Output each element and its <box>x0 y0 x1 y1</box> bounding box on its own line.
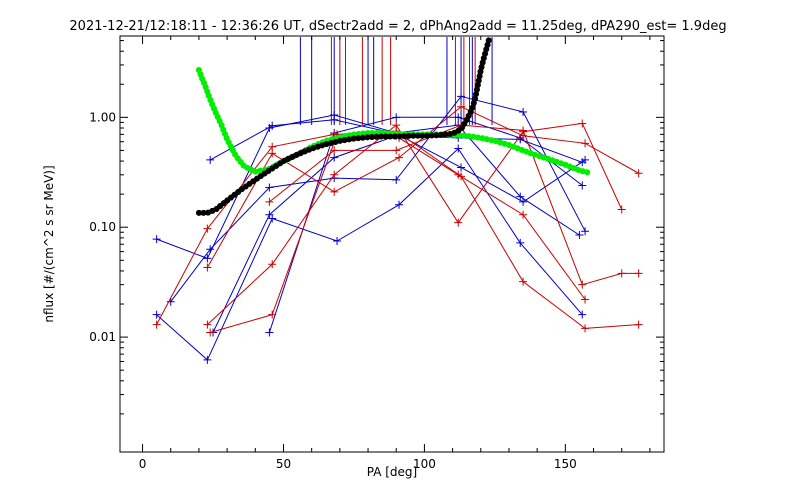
data-point-3-5 <box>519 197 528 206</box>
data-point-10-6 <box>617 269 626 278</box>
data-point-6-7 <box>581 295 590 304</box>
data-point-9-1 <box>268 310 277 319</box>
data-point-10-4 <box>519 126 528 135</box>
fit-curve-green <box>195 67 594 177</box>
series-line-8 <box>207 122 623 325</box>
data-point-5-3 <box>454 113 463 122</box>
fit-curve-black <box>195 35 493 216</box>
y-tick-label: 0.10 <box>89 220 116 234</box>
data-point-10-0 <box>265 197 274 206</box>
data-point-9-0 <box>206 328 215 337</box>
series-line-0 <box>156 114 580 260</box>
data-point-8-1 <box>268 260 277 269</box>
data-point-7-0 <box>203 263 212 272</box>
data-point-1-5 <box>454 144 463 153</box>
data-point-4-2 <box>330 153 339 162</box>
series-line-2 <box>170 95 586 303</box>
data-point-5-2 <box>392 113 401 122</box>
data-point-1-3 <box>333 236 342 245</box>
data-point-8-7 <box>617 205 626 214</box>
data-point-4-1 <box>265 210 274 219</box>
data-point-10-7 <box>634 269 643 278</box>
data-point-9-7 <box>634 320 643 329</box>
data-point-6-6 <box>519 210 528 219</box>
x-tick-label: 0 <box>139 457 147 471</box>
data-point-7-3 <box>395 153 404 162</box>
data-point-2-7 <box>581 227 590 236</box>
data-point-8-0 <box>203 320 212 329</box>
data-point-0-6 <box>516 192 525 201</box>
axes: 0 50 100 150 0.01 0.10 1.00 <box>89 36 664 471</box>
data-point-0-0 <box>152 235 161 244</box>
data-point-2-5 <box>457 92 466 101</box>
data-point-5-5 <box>578 181 587 190</box>
data-point-2-6 <box>519 107 528 116</box>
data-point-2-1 <box>206 245 215 254</box>
fit-curves <box>195 35 594 216</box>
data-point-9-5 <box>519 277 528 286</box>
data-point-6-0 <box>152 320 161 329</box>
x-tick-label: 50 <box>276 457 291 471</box>
data-series <box>152 92 643 364</box>
data-point-7-4 <box>457 102 466 111</box>
series-line-4 <box>212 135 583 333</box>
series-line-1 <box>156 147 583 361</box>
data-point-2-4 <box>392 175 401 184</box>
series-line-5 <box>268 116 583 333</box>
data-point-10-1 <box>330 146 339 155</box>
data-point-3-4 <box>457 163 466 172</box>
data-point-1-4 <box>395 200 404 209</box>
data-point-7-6 <box>581 139 590 148</box>
series-line-9 <box>210 130 639 333</box>
chart-title: 2021-12-21/12:18:11 - 12:36:26 UT, dSect… <box>69 19 726 34</box>
x-tick-label: 150 <box>554 457 577 471</box>
data-point-3-1 <box>268 121 277 130</box>
data-point-8-2 <box>330 170 339 179</box>
data-point-0-1 <box>203 254 212 263</box>
data-point-9-6 <box>581 324 590 333</box>
series-line-10 <box>269 124 639 286</box>
x-tick-label: 100 <box>413 457 436 471</box>
y-tick-label: 1.00 <box>89 110 116 124</box>
data-point-7-2 <box>330 187 339 196</box>
x-axis-label: PA [deg] <box>367 465 417 479</box>
data-point-7-7 <box>634 169 643 178</box>
data-point-10-5 <box>578 280 587 289</box>
data-point-1-7 <box>578 310 587 319</box>
data-point-1-1 <box>203 355 212 364</box>
y-axis-label: nflux [#/(cm^2 s sr MeV)] <box>42 165 56 322</box>
data-point-0-7 <box>575 230 584 239</box>
data-point-2-0 <box>166 297 175 306</box>
data-point-8-6 <box>578 119 587 128</box>
plot-frame <box>119 35 665 453</box>
y-tick-label: 0.01 <box>89 330 116 344</box>
data-point-1-0 <box>152 310 161 319</box>
data-point-4-6 <box>578 158 587 167</box>
data-point-10-2 <box>392 146 401 155</box>
data-point-2-2 <box>265 183 274 192</box>
data-point-7-1 <box>268 149 277 158</box>
data-point-5-0 <box>265 328 274 337</box>
data-point-8-4 <box>454 218 463 227</box>
pitch-angle-markers <box>299 37 493 125</box>
data-point-1-6 <box>516 238 525 247</box>
data-point-9-4 <box>457 172 466 181</box>
data-point-3-0 <box>206 155 215 164</box>
data-point-6-1 <box>203 224 212 233</box>
data-point-3-2 <box>330 115 339 124</box>
